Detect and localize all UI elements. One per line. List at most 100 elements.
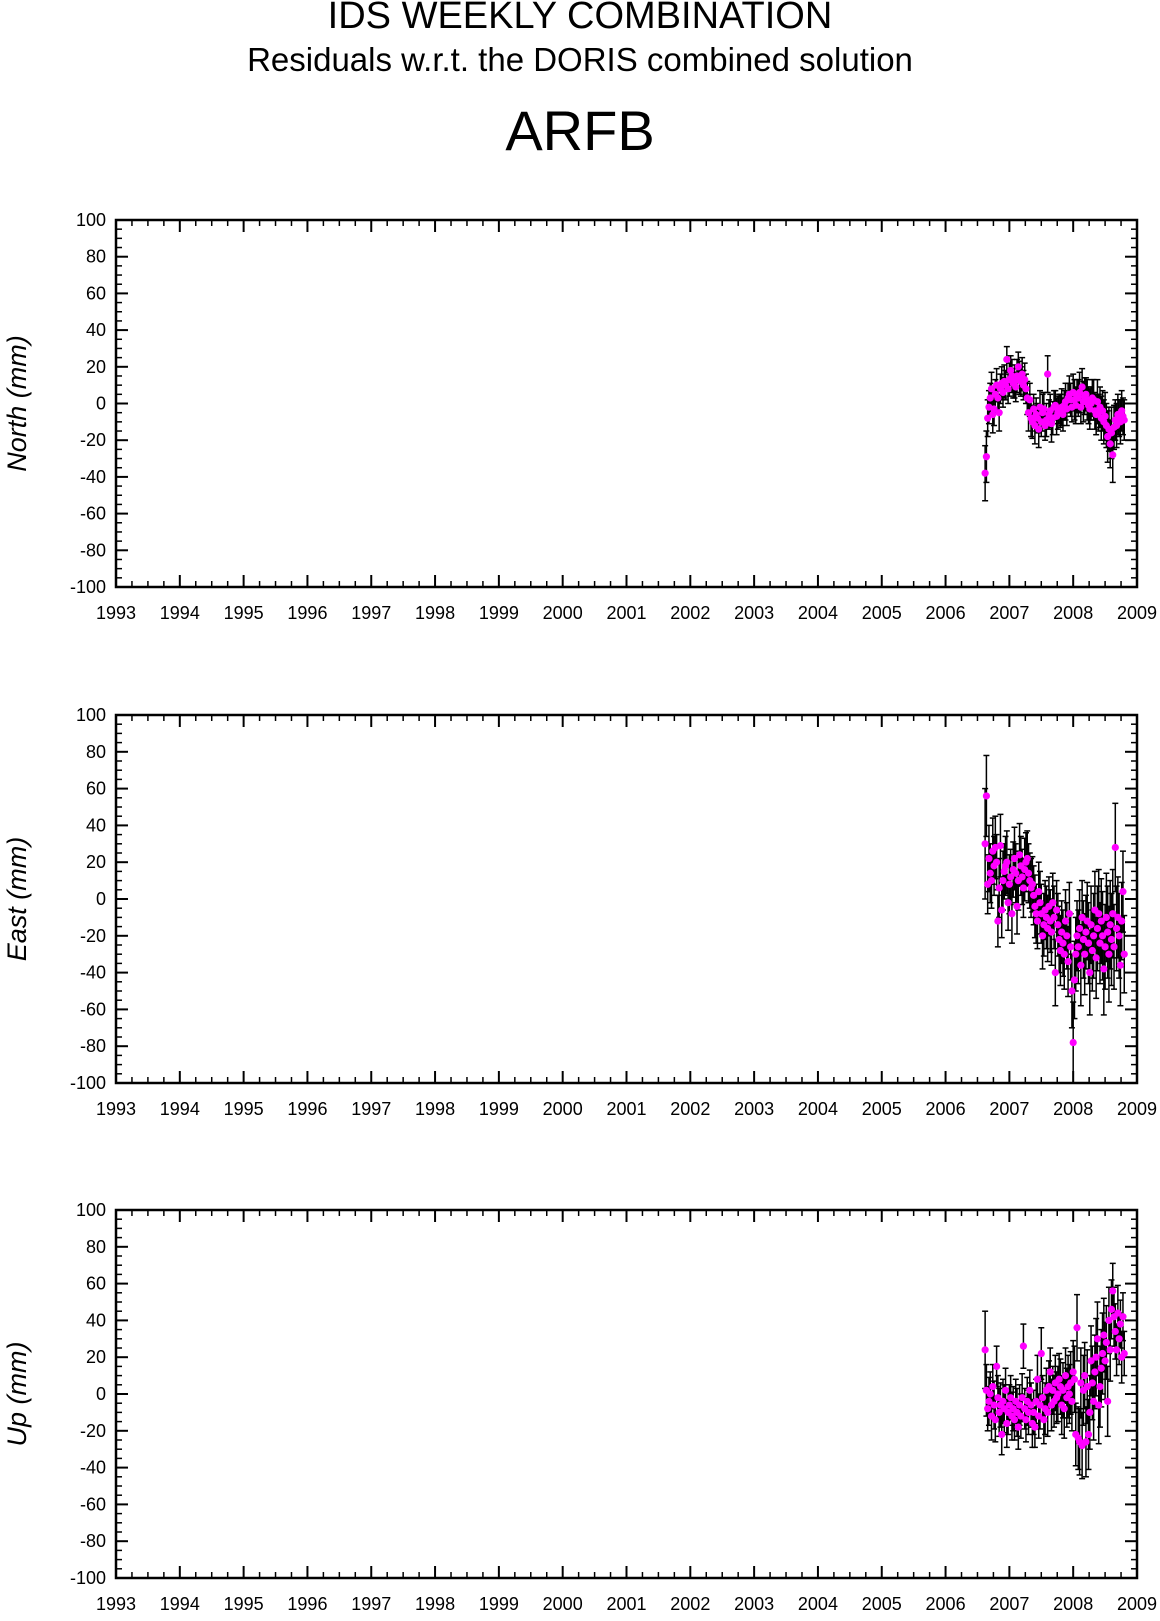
data-point	[985, 854, 993, 863]
data-point	[999, 388, 1007, 397]
data-point	[1116, 961, 1125, 969]
data-point	[1049, 899, 1057, 907]
y-tick-label: 0	[96, 394, 106, 414]
data-point	[1061, 917, 1070, 925]
x-tick-label: 1994	[160, 1099, 200, 1119]
data-point	[1012, 383, 1020, 391]
data-point	[995, 884, 1003, 892]
data-point	[1036, 1401, 1044, 1409]
data-point	[1018, 873, 1026, 881]
data-point	[1042, 416, 1050, 424]
data-point	[1097, 1364, 1105, 1372]
data-point	[985, 1397, 993, 1405]
x-tick-label: 1999	[479, 1099, 519, 1119]
data-point	[995, 409, 1003, 417]
data-point	[1024, 869, 1033, 877]
data-point	[1078, 913, 1086, 922]
x-tick-label: 2007	[989, 603, 1029, 623]
y-tick-label: 100	[76, 1200, 106, 1220]
data-point	[1073, 932, 1081, 940]
y-tick-label: 40	[86, 1310, 106, 1330]
x-tick-label: 2003	[734, 1099, 774, 1119]
y-tick-label: -80	[80, 540, 106, 560]
data-point	[1047, 928, 1056, 936]
data-point	[1015, 1401, 1024, 1409]
series-0	[981, 754, 1128, 1084]
data-point	[1030, 1408, 1038, 1416]
y-tick-label: -20	[80, 1421, 106, 1441]
y-tick-label: 100	[76, 210, 106, 230]
data-point	[1038, 1394, 1047, 1402]
plot-frame	[114, 1208, 1139, 1580]
x-tick-label: 1997	[351, 1594, 391, 1614]
data-point	[1086, 969, 1094, 977]
data-point	[998, 1430, 1006, 1439]
data-point	[1050, 913, 1058, 922]
data-point	[1114, 1309, 1122, 1317]
x-tick-label: 1993	[96, 1594, 136, 1614]
data-point	[1087, 1357, 1095, 1365]
data-point	[1101, 1357, 1109, 1365]
x-tick-label: 2001	[606, 1099, 646, 1119]
x-tick-label: 2006	[926, 1594, 966, 1614]
data-point	[1074, 943, 1082, 951]
data-point	[1106, 1346, 1114, 1354]
data-point	[1098, 932, 1107, 940]
y-tick-label: 60	[86, 779, 106, 799]
data-point	[1093, 1335, 1102, 1343]
data-point	[1038, 932, 1047, 940]
data-point	[1019, 884, 1028, 892]
data-point	[1044, 1408, 1052, 1416]
data-point	[1024, 1408, 1033, 1416]
data-point	[1022, 1416, 1030, 1424]
data-point	[1010, 854, 1019, 863]
data-point	[1037, 1349, 1045, 1358]
data-point	[1033, 1375, 1042, 1383]
data-point	[989, 410, 997, 419]
data-point	[1109, 1287, 1117, 1295]
x-tick-label: 2007	[989, 1099, 1029, 1119]
x-tick-label: 2005	[862, 603, 902, 623]
data-point	[1026, 396, 1034, 404]
x-tick-label: 1994	[160, 1594, 200, 1614]
data-point	[1044, 370, 1052, 378]
data-point	[1017, 1412, 1025, 1420]
data-point	[1090, 1397, 1098, 1405]
data-point	[1059, 1386, 1067, 1394]
data-point	[1095, 1401, 1103, 1409]
data-point	[1115, 932, 1123, 940]
data-point	[1040, 1416, 1048, 1424]
data-point	[1069, 1038, 1077, 1047]
data-point	[1112, 1346, 1121, 1354]
y-tick-label: 100	[76, 705, 106, 725]
x-tick-label: 1996	[287, 1594, 327, 1614]
data-point	[1111, 1327, 1119, 1336]
data-point	[1118, 407, 1126, 415]
data-point	[1075, 388, 1084, 397]
data-point	[1109, 451, 1117, 459]
x-tick-label: 2009	[1117, 603, 1157, 623]
data-point	[1069, 1368, 1077, 1376]
x-tick-label: 2000	[543, 1594, 583, 1614]
data-point	[1079, 935, 1087, 944]
data-point	[1084, 939, 1093, 947]
y-tick-label: 0	[96, 1384, 106, 1404]
data-point	[1035, 888, 1043, 896]
x-tick-label: 2002	[670, 1594, 710, 1614]
data-point	[1004, 385, 1012, 393]
x-tick-label: 2005	[862, 1099, 902, 1119]
data-point	[1101, 412, 1109, 420]
x-tick-label: 2008	[1053, 1594, 1093, 1614]
y-tick-label: -100	[70, 577, 106, 597]
data-point	[1035, 1412, 1043, 1420]
data-point	[1105, 1316, 1113, 1324]
data-point	[1033, 917, 1042, 925]
x-tick-label: 1996	[287, 1099, 327, 1119]
data-point	[1067, 943, 1075, 951]
data-point	[1075, 924, 1084, 933]
page-title: IDS WEEKLY COMBINATION	[327, 0, 833, 37]
data-point	[1077, 961, 1085, 969]
data-point	[1087, 921, 1095, 929]
data-point	[1116, 1320, 1125, 1328]
data-point	[1028, 880, 1036, 888]
